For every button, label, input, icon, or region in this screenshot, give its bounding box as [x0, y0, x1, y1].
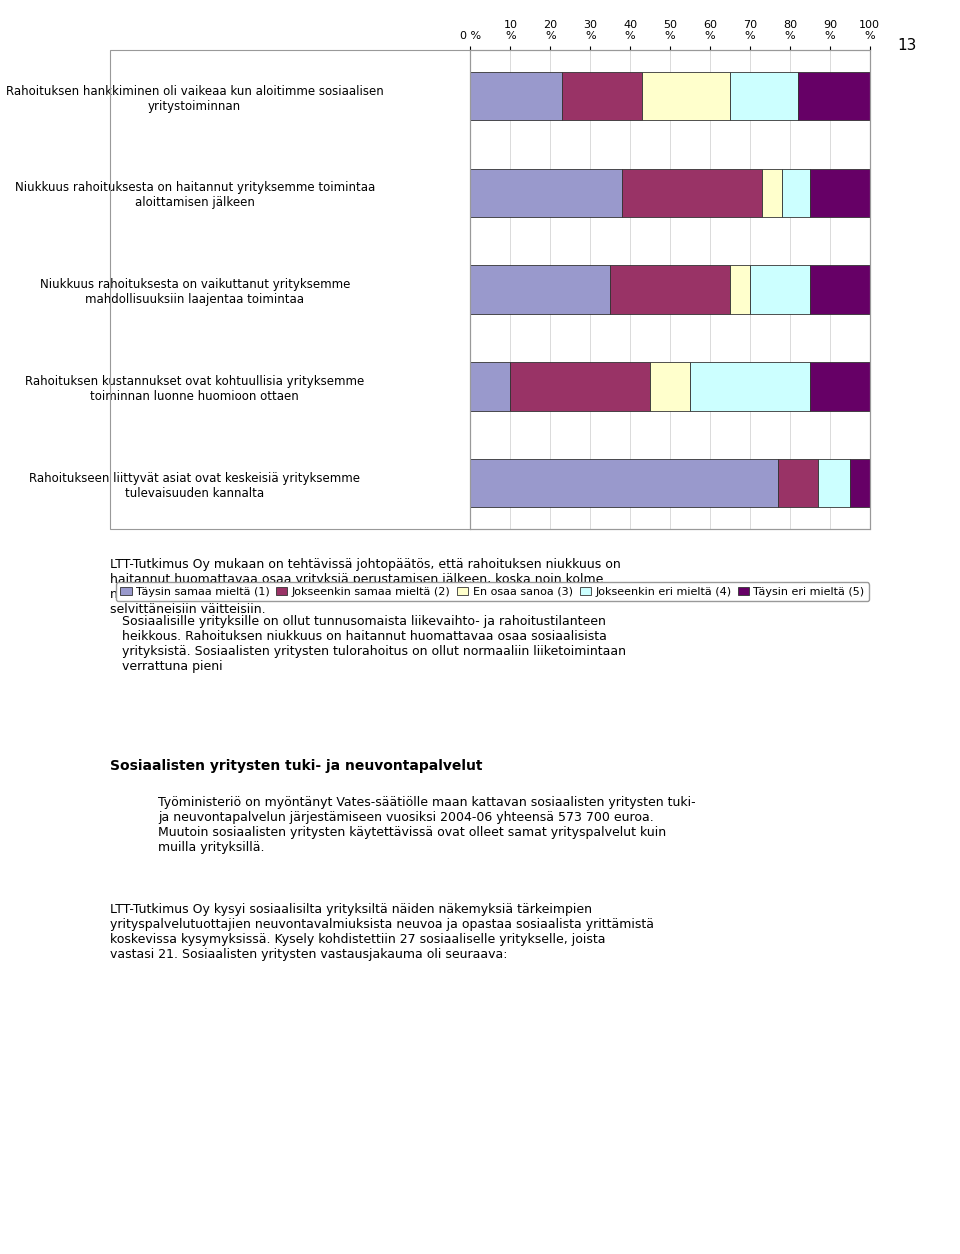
Bar	[470, 459, 778, 508]
Text: LTT-Tutkimus Oy mukaan on tehtävissä johtopäätös, että rahoituksen niukkuus on
h: LTT-Tutkimus Oy mukaan on tehtävissä joh…	[110, 558, 626, 616]
Bar	[642, 71, 730, 120]
Bar	[730, 266, 750, 314]
Bar	[650, 362, 690, 410]
Bar	[850, 459, 870, 508]
Bar	[470, 169, 622, 217]
Bar	[818, 459, 850, 508]
Text: Sosiaalisten yritysten tuki- ja neuvontapalvelut: Sosiaalisten yritysten tuki- ja neuvonta…	[110, 759, 483, 772]
Legend: Täysin samaa mieltä (1), Jokseenkin samaa mieltä (2), En osaa sanoa (3), Jokseen: Täysin samaa mieltä (1), Jokseenkin sama…	[116, 582, 869, 602]
Text: Sosiaalisille yrityksille on ollut tunnusomaista liikevaihto- ja rahoitustilante: Sosiaalisille yrityksille on ollut tunnu…	[122, 616, 626, 673]
Bar	[690, 362, 810, 410]
Bar	[762, 169, 781, 217]
Bar	[470, 71, 563, 120]
Bar	[810, 362, 870, 410]
Bar	[563, 71, 642, 120]
Bar	[622, 169, 762, 217]
Bar	[611, 266, 730, 314]
Bar	[810, 169, 870, 217]
Bar	[778, 459, 818, 508]
Text: 13: 13	[898, 38, 917, 53]
Text: Työministeriö on myöntänyt Vates-säätiölle maan kattavan sosiaalisten yritysten : Työministeriö on myöntänyt Vates-säätiöl…	[158, 796, 696, 854]
Bar	[730, 71, 798, 120]
Bar	[781, 169, 810, 217]
Text: LTT-Tutkimus Oy kysyi sosiaalisilta yrityksiltä näiden näkemyksiä tärkeimpien
yr: LTT-Tutkimus Oy kysyi sosiaalisilta yrit…	[110, 903, 655, 961]
Bar	[810, 266, 870, 314]
Bar	[750, 266, 810, 314]
Bar	[470, 362, 511, 410]
Bar	[470, 266, 611, 314]
Bar	[511, 362, 650, 410]
Bar	[798, 71, 870, 120]
